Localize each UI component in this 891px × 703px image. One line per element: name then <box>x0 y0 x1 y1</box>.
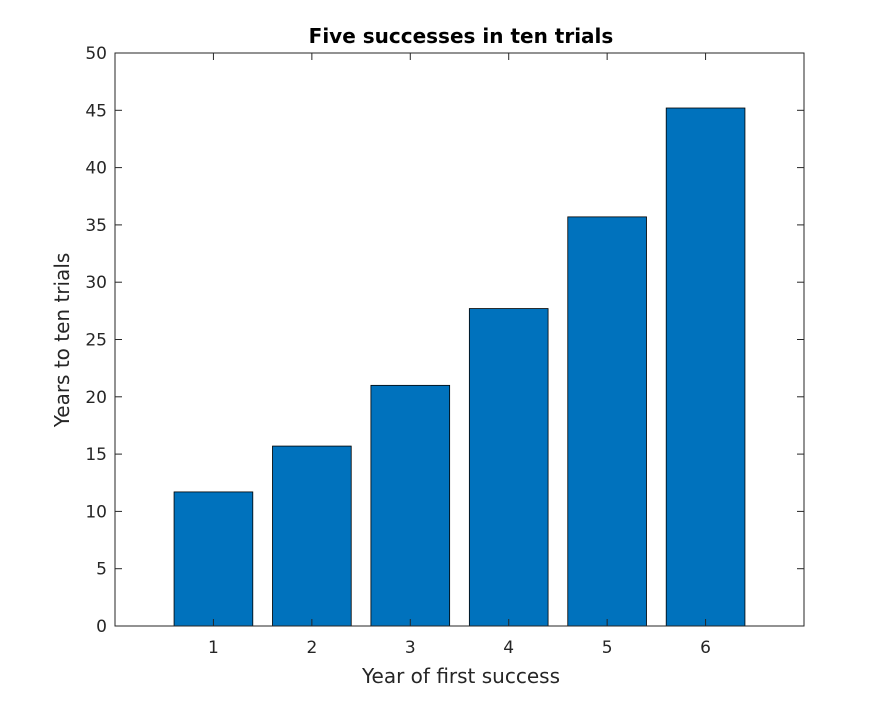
y-tick-label: 15 <box>85 445 107 465</box>
x-tick-label: 5 <box>602 638 613 658</box>
y-tick-label: 10 <box>85 502 107 522</box>
bars-group <box>173 107 746 627</box>
y-axis-label: Years to ten trials <box>50 253 74 429</box>
x-ticks-group: 1 2 3 4 5 6 <box>208 53 711 658</box>
y-tick-label: 20 <box>85 388 107 408</box>
bar-6 <box>665 107 746 627</box>
y-tick-label: 40 <box>85 159 107 179</box>
chart-title: Five successes in ten trials <box>309 24 614 48</box>
x-tick-label: 1 <box>208 638 219 658</box>
bar-4 <box>468 308 549 627</box>
y-ticks-group: 0 5 10 15 20 25 30 35 40 45 50 <box>85 44 804 637</box>
bar-5 <box>567 216 647 627</box>
y-tick-label: 45 <box>85 101 107 121</box>
x-tick-label: 6 <box>700 638 711 658</box>
y-tick-label: 50 <box>85 44 107 64</box>
y-tick-label: 25 <box>85 331 107 351</box>
y-tick-label: 30 <box>85 273 107 293</box>
x-tick-label: 3 <box>405 638 416 658</box>
bar-2 <box>272 445 352 627</box>
y-tick-label: 35 <box>85 216 107 236</box>
x-tick-label: 2 <box>306 638 317 658</box>
bar-1 <box>173 491 254 627</box>
bar-3 <box>370 384 451 627</box>
x-tick-label: 4 <box>503 638 514 658</box>
y-tick-label: 0 <box>96 617 107 637</box>
x-axis-label: Year of first success <box>361 664 560 688</box>
y-tick-label: 5 <box>96 560 107 580</box>
